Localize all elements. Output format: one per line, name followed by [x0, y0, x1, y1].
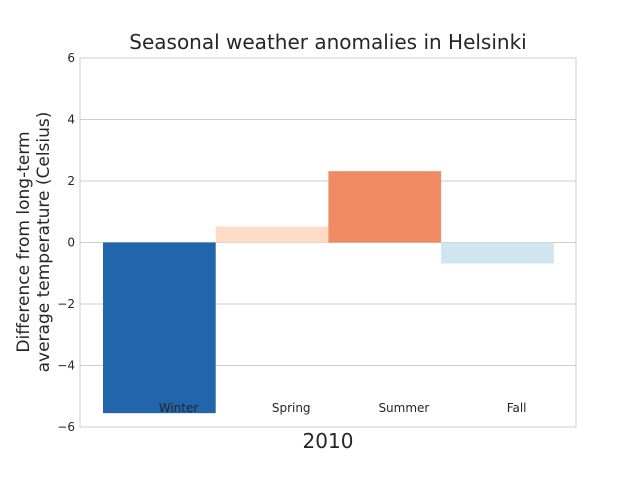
bar-winter: [103, 242, 216, 414]
category-label: Winter: [159, 401, 199, 415]
y-tick-label: 2: [67, 174, 75, 188]
x-axis-label: 2010: [303, 429, 354, 453]
y-axis-label-line-1: Difference from long-term: [14, 131, 34, 352]
y-tick-label: −2: [57, 297, 75, 311]
y-tick-label: −4: [57, 359, 75, 373]
y-tick-label: 4: [67, 113, 75, 127]
y-tick-label: 0: [67, 236, 75, 250]
y-tick-label: 6: [67, 51, 75, 65]
y-tick-labels: 6 4 2 0 −2 −4 −6: [57, 51, 75, 434]
chart-title: Seasonal weather anomalies in Helsinki: [129, 30, 526, 54]
category-label: Summer: [378, 401, 429, 415]
bars: [103, 171, 554, 414]
y-axis-label: Difference from long-term average temper…: [14, 112, 54, 373]
y-axis-label-line-2: average temperature (Celsius): [34, 112, 54, 373]
bar-fall: [441, 242, 554, 264]
bar-summer: [328, 171, 442, 243]
category-label: Fall: [507, 401, 527, 415]
plot-frame: [79, 57, 577, 428]
y-tick-label: −6: [57, 420, 75, 434]
bar-spring: [215, 226, 329, 243]
category-labels: Winter Spring Summer Fall: [159, 401, 527, 415]
category-label: Spring: [272, 401, 311, 415]
